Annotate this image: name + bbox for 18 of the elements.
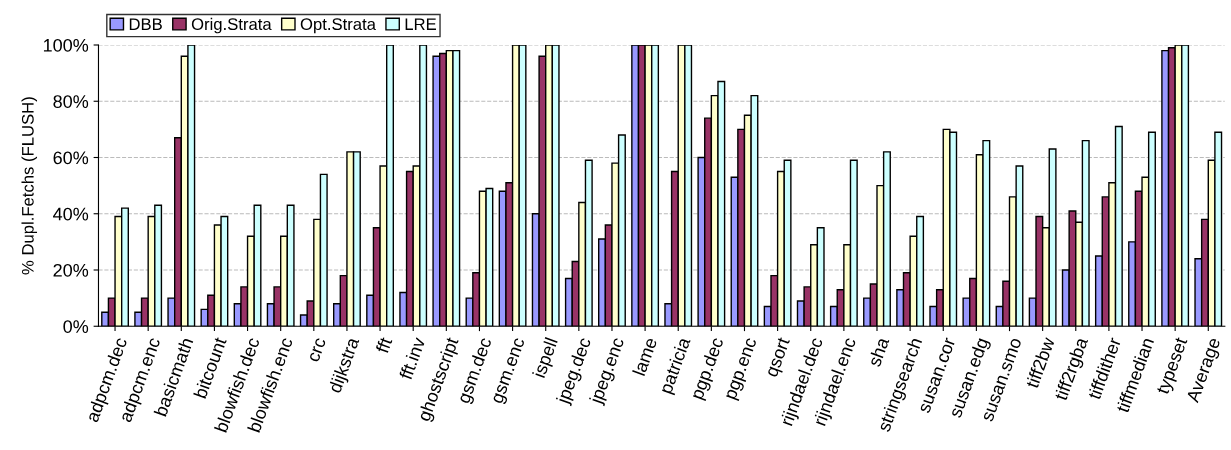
x-tick-label: ispell [532, 337, 562, 380]
y-tick-label: 60% [53, 151, 89, 165]
legend-label: Orig.Strata [191, 17, 272, 34]
x-tick-label: tiff2bw [1024, 335, 1056, 389]
y-tick-label: 100% [43, 38, 89, 52]
legend-label: Opt.Strata [300, 18, 376, 34]
legend-label: LRE [405, 18, 436, 30]
y-tick-label: 40% [53, 207, 89, 221]
x-tick-label: fft [375, 336, 393, 355]
y-axis-title: % Dupl.Fetchs (FLUSH) [21, 97, 38, 275]
x-tick-label: dijkstra [327, 335, 363, 395]
x-tick-label: crc [309, 337, 327, 363]
legend-label: DBB [129, 18, 162, 30]
x-tick-label: pgp.enc [726, 337, 761, 402]
y-tick-label: 0% [63, 320, 89, 333]
y-tick-label: 20% [53, 263, 89, 277]
y-tick-label: 80% [53, 95, 89, 108]
x-tick-label: lame [632, 336, 658, 377]
